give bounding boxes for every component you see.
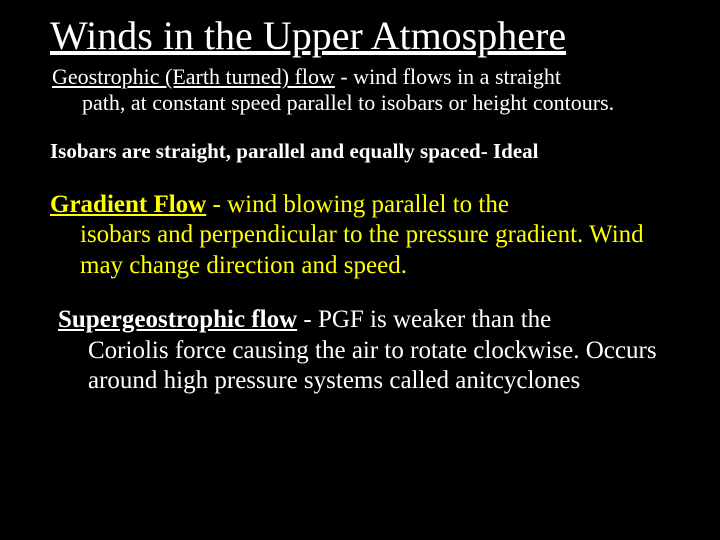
geostrophic-rest1: - wind flows in a straight bbox=[335, 64, 561, 89]
geostrophic-lead: Geostrophic (Earth turned) flow bbox=[52, 64, 335, 89]
supergeo-lead: Supergeostrophic flow bbox=[58, 306, 297, 333]
slide: Winds in the Upper Atmosphere Geostrophi… bbox=[0, 0, 720, 540]
gradient-lead: Gradient Flow bbox=[50, 191, 206, 218]
geostrophic-block: Geostrophic (Earth turned) flow - wind f… bbox=[50, 64, 670, 117]
slide-title: Winds in the Upper Atmosphere bbox=[50, 14, 670, 58]
gradient-block: Gradient Flow - wind blowing parallel to… bbox=[50, 190, 670, 282]
supergeo-block: Supergeostrophic flow - PGF is weaker th… bbox=[50, 305, 670, 397]
gradient-body: isobars and perpendicular to the pressur… bbox=[50, 220, 670, 281]
isobars-line: Isobars are straight, parallel and equal… bbox=[50, 139, 670, 164]
geostrophic-body: path, at constant speed parallel to isob… bbox=[52, 90, 670, 116]
gradient-rest1: - wind blowing parallel to the bbox=[206, 191, 509, 218]
supergeo-body: Coriolis force causing the air to rotate… bbox=[58, 336, 670, 397]
supergeo-rest1: - PGF is weaker than the bbox=[297, 306, 551, 333]
